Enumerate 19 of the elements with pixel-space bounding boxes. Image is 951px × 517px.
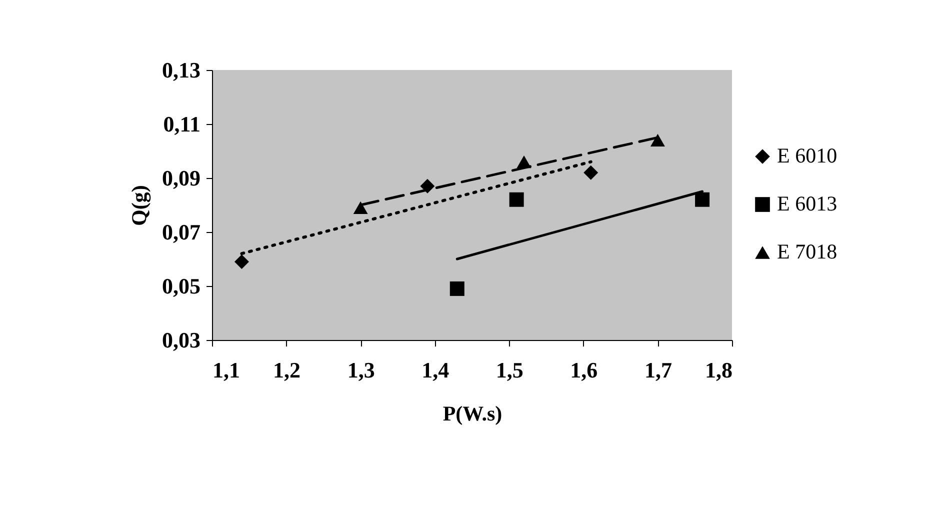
y-tick-label: 0,07 (162, 220, 200, 244)
y-tick-label: 0,03 (162, 328, 200, 352)
x-tick-label: 1,5 (496, 358, 524, 382)
y-tick-label: 0,09 (162, 166, 200, 190)
x-axis-title: P(W.s) (442, 402, 502, 426)
x-tick-label: 1,4 (422, 358, 450, 382)
legend-label: E 6013 (777, 192, 838, 216)
x-tick-label: 1,7 (644, 358, 672, 382)
x-tick-label: 1,3 (347, 358, 375, 382)
y-tick-label: 0,11 (163, 112, 200, 136)
x-tick-label: 1,8 (705, 358, 732, 382)
x-tick-label: 1,6 (570, 358, 598, 382)
y-axis-title: Q(g) (127, 185, 151, 226)
legend-label: E 6010 (777, 144, 838, 168)
y-tick-label: 0,13 (162, 58, 200, 82)
x-tick-label: 1,1 (212, 358, 240, 382)
x-tick-label: 1,2 (273, 358, 301, 382)
legend-label: E 7018 (777, 240, 838, 264)
y-tick-label: 0,05 (162, 274, 200, 298)
